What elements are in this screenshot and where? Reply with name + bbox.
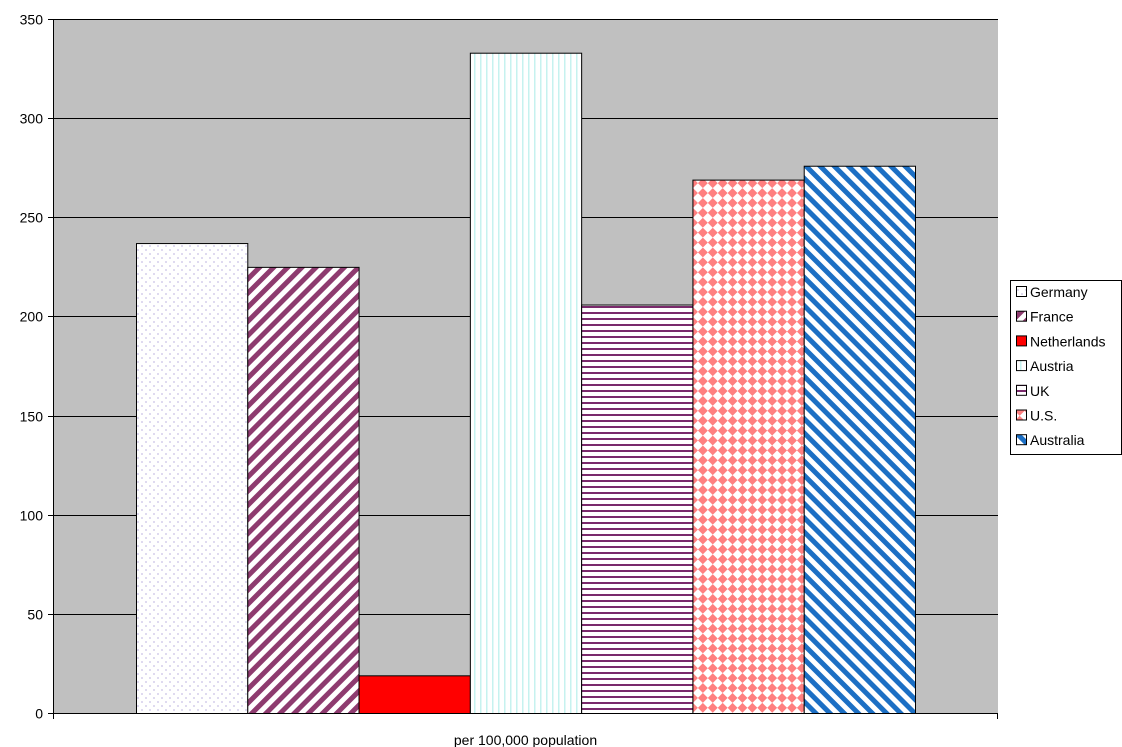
legend-label-u-s: U.S. bbox=[1030, 408, 1057, 424]
legend-label-germany: Germany bbox=[1030, 284, 1088, 300]
legend-swatch-australia bbox=[1016, 434, 1027, 446]
y-tick-label: 50 bbox=[27, 607, 43, 623]
bar-u-s bbox=[692, 179, 805, 714]
legend-swatch-germany bbox=[1016, 286, 1027, 297]
bar-netherlands bbox=[358, 675, 471, 715]
legend: Germany France Netherlands Austria UK U.S. Aus… bbox=[1010, 280, 1122, 455]
bar-australia bbox=[803, 165, 917, 714]
y-tick-label: 0 bbox=[35, 706, 43, 722]
legend-items: Germany France Netherlands Austria UK U.S. Aus… bbox=[1016, 284, 1106, 448]
legend-swatch-u-s bbox=[1016, 409, 1027, 421]
bars bbox=[136, 52, 917, 715]
legend-swatch-france bbox=[1016, 310, 1027, 322]
legend-label-france: France bbox=[1030, 309, 1074, 325]
y-tick-label: 250 bbox=[20, 210, 44, 226]
legend-swatch-netherlands bbox=[1016, 335, 1027, 347]
bar-uk bbox=[581, 304, 694, 714]
legend-label-netherlands: Netherlands bbox=[1030, 333, 1106, 349]
bar-france bbox=[247, 266, 360, 714]
y-tick-label: 150 bbox=[20, 409, 44, 425]
legend-label-australia: Australia bbox=[1030, 432, 1085, 448]
x-category-label: per 100,000 population bbox=[454, 732, 597, 747]
legend-label-uk: UK bbox=[1030, 383, 1050, 399]
y-axis-ticks: 0 50 100 150 200 250 300 350 bbox=[20, 12, 53, 722]
legend-swatch-uk bbox=[1016, 384, 1027, 396]
bar-germany bbox=[136, 243, 249, 714]
y-tick-label: 100 bbox=[20, 508, 44, 524]
y-tick-label: 350 bbox=[20, 12, 44, 28]
axes bbox=[53, 19, 998, 719]
bar-austria bbox=[469, 52, 583, 715]
legend-box bbox=[1010, 280, 1122, 455]
y-tick-label: 300 bbox=[20, 111, 44, 127]
legend-label-austria: Austria bbox=[1030, 358, 1074, 374]
y-tick-label: 200 bbox=[20, 309, 44, 325]
legend-swatch-austria bbox=[1016, 360, 1027, 372]
